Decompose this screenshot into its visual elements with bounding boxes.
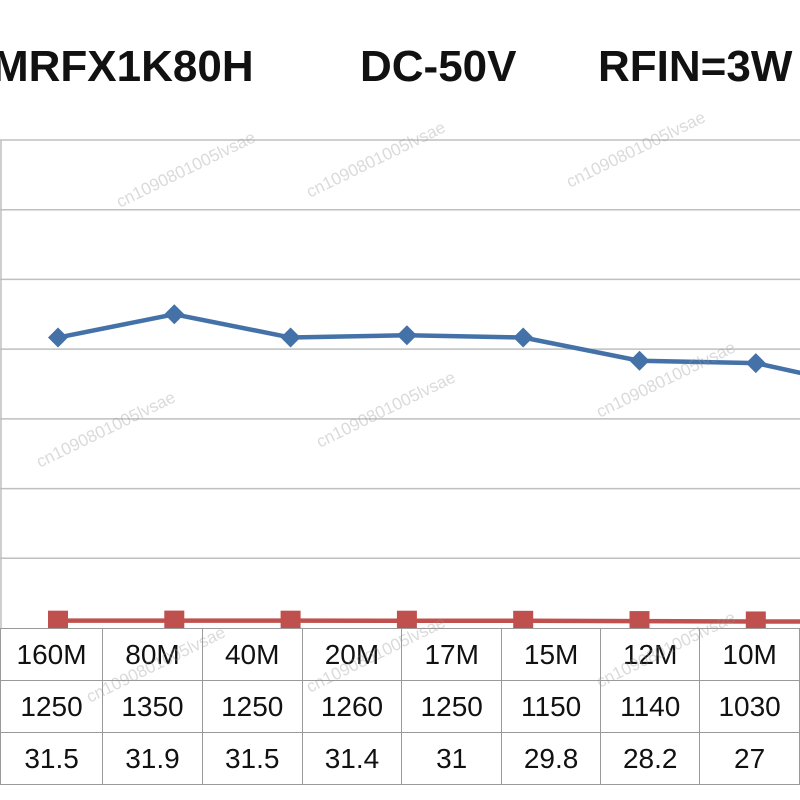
table-cell: 28.2 [600, 732, 701, 785]
table-cell: 1250 [0, 680, 104, 733]
power-point [396, 325, 417, 346]
table-cell: 10M [699, 628, 800, 681]
table-row: 31.5 31.9 31.5 31.4 31 29.8 28.2 27 [0, 732, 800, 785]
table-cell: 1260 [301, 680, 403, 733]
efficiency-point [745, 611, 766, 628]
title-voltage: DC-50V [360, 42, 517, 91]
table-cell: 31.5 [0, 732, 104, 785]
power-point [164, 304, 185, 325]
efficiency-point [280, 610, 301, 628]
efficiency-point [513, 610, 534, 628]
efficiency-point [629, 611, 650, 628]
table-cell: 1250 [401, 680, 503, 733]
table-cell: 1140 [600, 680, 701, 733]
table-cell: 20M [301, 628, 403, 681]
series-power-line [57, 311, 800, 376]
table-cell: 1350 [102, 680, 203, 733]
table-cell: 40M [201, 628, 303, 681]
table-cell: 31.4 [301, 732, 403, 785]
table-cell: 29.8 [501, 732, 602, 785]
table-cell: 27 [699, 732, 800, 785]
table-cell: 31 [401, 732, 503, 785]
efficiency-point [396, 610, 417, 628]
table-cell: 80M [102, 628, 203, 681]
table-cell: 15M [501, 628, 602, 681]
line-chart [0, 139, 800, 628]
power-point [280, 327, 301, 348]
data-table: 160M 80M 40M 20M 17M 15M 12M 10M 1250 1350 1250 126… [0, 628, 800, 785]
efficiency-point [164, 610, 185, 628]
efficiency-point [48, 610, 68, 628]
power-point [48, 327, 68, 348]
table-cell: 1150 [501, 680, 602, 733]
title-rf-input: RFIN=3W [598, 42, 793, 91]
table-cell: 12M [600, 628, 701, 681]
series-efficiency-line [57, 618, 800, 624]
table-cell: 160M [0, 628, 104, 681]
table-cell: 1030 [699, 680, 800, 733]
power-point [629, 350, 650, 371]
table-cell: 31.5 [201, 732, 303, 785]
title-model: MRFX1K80H [0, 42, 254, 91]
chart-title: MRFX1K80H DC-50V RFIN=3W [0, 0, 800, 130]
table-row: 1250 1350 1250 1260 1250 1150 1140 1030 [0, 680, 800, 733]
table-cell: 31.9 [102, 732, 203, 785]
power-point [513, 327, 534, 348]
table-row: 160M 80M 40M 20M 17M 15M 12M 10M [0, 628, 800, 681]
power-point [745, 353, 766, 374]
table-cell: 1250 [201, 680, 303, 733]
table-cell: 17M [401, 628, 503, 681]
